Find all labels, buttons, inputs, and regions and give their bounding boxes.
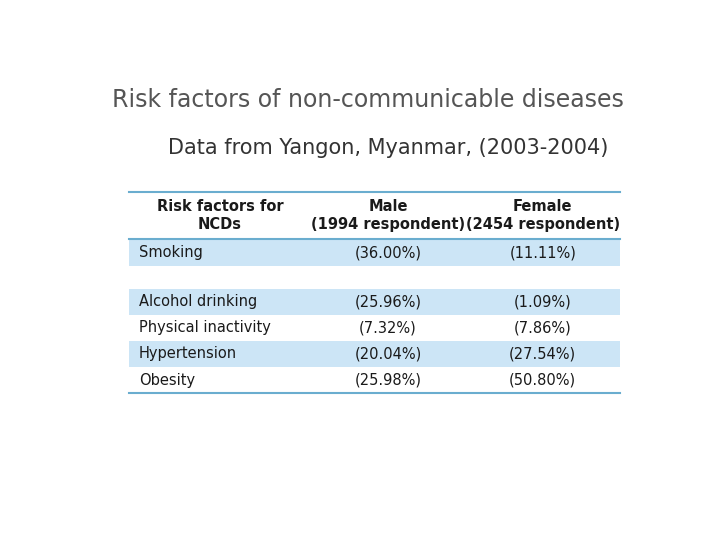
Text: Risk factors of non-communicable diseases: Risk factors of non-communicable disease… <box>112 87 624 112</box>
Text: (11.11%): (11.11%) <box>509 245 576 260</box>
Text: (25.98%): (25.98%) <box>354 373 422 388</box>
Text: Female
(2454 respondent): Female (2454 respondent) <box>466 199 620 232</box>
Bar <box>129 288 620 315</box>
Text: (27.54%): (27.54%) <box>509 347 576 361</box>
Text: (7.32%): (7.32%) <box>359 320 417 335</box>
Text: (1.09%): (1.09%) <box>514 294 572 309</box>
Text: (20.04%): (20.04%) <box>354 347 422 361</box>
Text: (25.96%): (25.96%) <box>354 294 422 309</box>
Text: Hypertension: Hypertension <box>139 347 237 361</box>
Text: Physical inactivity: Physical inactivity <box>139 320 271 335</box>
Bar <box>129 239 620 266</box>
Text: Alcohol drinking: Alcohol drinking <box>139 294 257 309</box>
Text: (7.86%): (7.86%) <box>514 320 572 335</box>
Text: Smoking: Smoking <box>139 245 203 260</box>
Text: Data from Yangon, Myanmar, (2003-2004): Data from Yangon, Myanmar, (2003-2004) <box>168 138 608 158</box>
Text: (36.00%): (36.00%) <box>354 245 422 260</box>
Bar <box>129 341 620 367</box>
Text: (50.80%): (50.80%) <box>509 373 576 388</box>
Bar <box>129 315 620 341</box>
Bar <box>129 266 620 288</box>
Text: Male
(1994 respondent): Male (1994 respondent) <box>311 199 465 232</box>
Text: Risk factors for
NCDs: Risk factors for NCDs <box>156 199 283 232</box>
Bar <box>129 367 620 393</box>
Text: Obesity: Obesity <box>139 373 195 388</box>
